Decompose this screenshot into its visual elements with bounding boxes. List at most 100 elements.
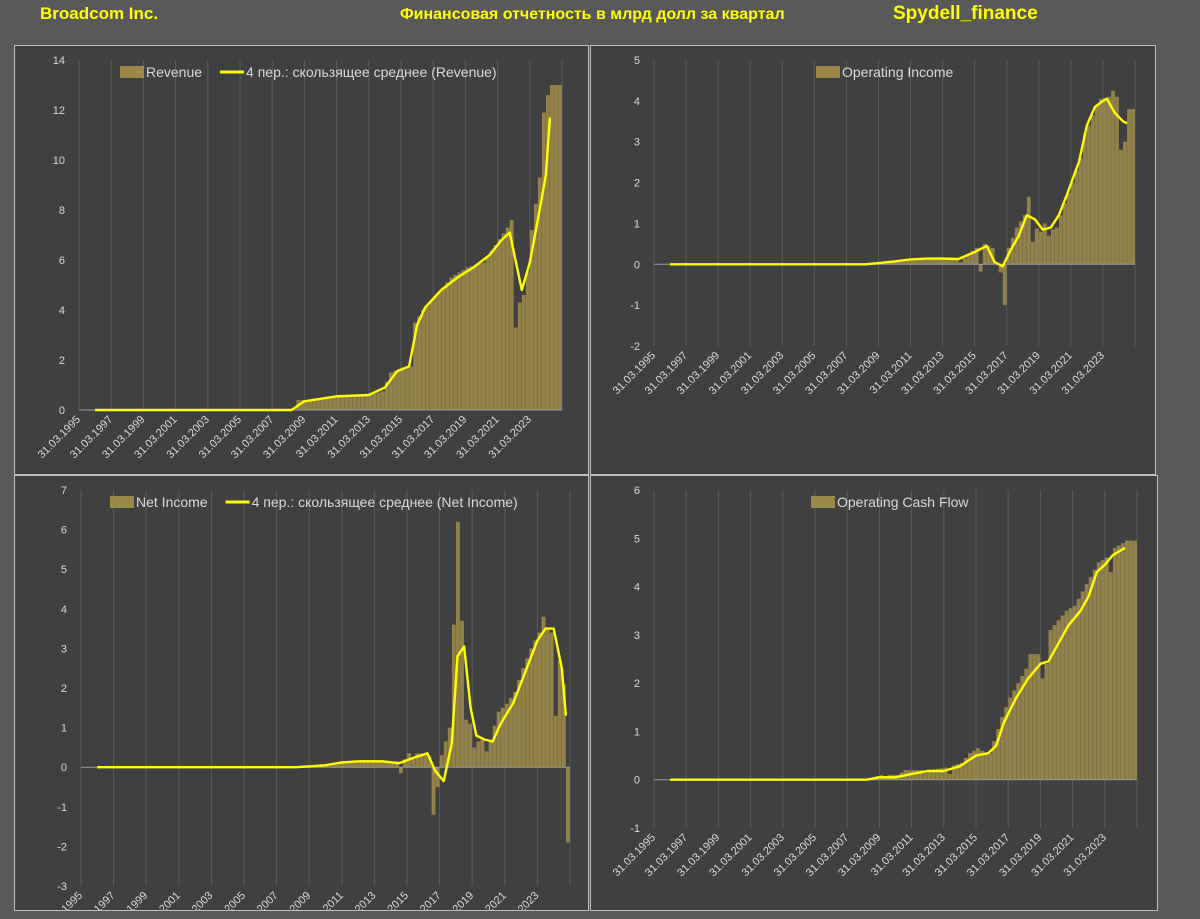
- bar: [488, 739, 493, 768]
- y-tick-label: -1: [57, 802, 67, 814]
- bar: [1115, 96, 1119, 265]
- bar: [403, 759, 407, 768]
- bar: [393, 370, 397, 410]
- bar: [915, 770, 920, 780]
- moving-average-line: [97, 627, 568, 783]
- bar: [517, 680, 521, 768]
- bar: [386, 762, 391, 768]
- bar: [501, 233, 506, 410]
- bar: [364, 395, 369, 410]
- bar: [464, 719, 469, 768]
- bar: [1044, 663, 1049, 780]
- y-tick-label: 6: [634, 485, 640, 497]
- bar: [927, 770, 932, 780]
- y-tick-label: 5: [634, 55, 640, 67]
- bar: [460, 620, 464, 768]
- bar: [1088, 576, 1093, 780]
- bar: [1080, 591, 1085, 780]
- bar: [1052, 625, 1057, 780]
- bar: [445, 282, 450, 410]
- y-tick-label: 4: [59, 305, 65, 317]
- bar: [473, 265, 478, 410]
- bar: [417, 316, 422, 410]
- revenue-svg: 0246810121431.03.199531.03.199731.03.199…: [36, 55, 563, 461]
- bar: [316, 399, 321, 410]
- bar: [1129, 540, 1133, 780]
- bar: [378, 761, 383, 768]
- bar: [435, 767, 440, 787]
- bar: [1123, 141, 1127, 265]
- bar: [898, 260, 903, 265]
- bar: [974, 247, 979, 265]
- bar: [1100, 560, 1105, 780]
- bar: [529, 648, 534, 768]
- net_income-svg: -3-2-10123456731.03.199531.03.199731.03.…: [38, 485, 571, 910]
- bar: [332, 396, 337, 410]
- operating_income-svg: -2-101234531.03.199531.03.199731.03.1999…: [611, 55, 1136, 397]
- bar: [1056, 620, 1061, 780]
- legend-label: Net Income: [136, 494, 208, 510]
- bar: [1034, 228, 1039, 265]
- bar: [468, 723, 473, 768]
- bar: [931, 769, 936, 780]
- bar: [453, 275, 458, 410]
- bar: [1084, 584, 1089, 780]
- bar: [1116, 545, 1121, 780]
- bar: [1095, 104, 1099, 265]
- bar: [461, 270, 466, 410]
- bar: [950, 258, 955, 265]
- bar: [337, 761, 342, 768]
- bar: [443, 741, 448, 768]
- bar: [457, 272, 462, 410]
- legend-label: Operating Income: [842, 64, 953, 80]
- bar: [1104, 557, 1109, 780]
- bar: [970, 251, 975, 265]
- bar: [1022, 215, 1027, 265]
- bar: [984, 753, 988, 780]
- bar: [1058, 215, 1063, 265]
- bar: [354, 761, 358, 768]
- bar: [336, 396, 341, 410]
- bar: [1060, 615, 1065, 780]
- bar: [504, 703, 509, 768]
- bar: [958, 262, 963, 265]
- y-tick-label: 1: [634, 218, 640, 230]
- y-tick-label: 8: [59, 205, 65, 217]
- bar: [477, 263, 482, 410]
- y-tick-label: 2: [59, 355, 65, 367]
- bar: [476, 741, 481, 768]
- bar: [413, 322, 417, 410]
- bar: [546, 95, 550, 410]
- bar: [1072, 605, 1077, 780]
- bar: [456, 521, 460, 768]
- operating-income-chart: -2 -1 0 1 2 3 4 5 31.03.1995 31.03.1997 31.03.1999…: [590, 45, 1156, 475]
- bar: [341, 761, 346, 768]
- bar: [431, 767, 436, 815]
- bar: [497, 239, 502, 410]
- bar: [328, 396, 333, 410]
- bar: [1107, 96, 1111, 265]
- bar: [1002, 264, 1007, 306]
- bar: [1040, 678, 1045, 780]
- bar: [1000, 716, 1005, 780]
- bar: [508, 697, 513, 768]
- bar: [382, 761, 387, 768]
- bar: [992, 741, 997, 780]
- y-tick-label: 4: [61, 604, 67, 616]
- y-tick-label: 6: [59, 255, 65, 267]
- y-tick-label: 14: [53, 55, 65, 67]
- bar: [960, 762, 964, 780]
- bar: [1024, 668, 1029, 780]
- bar: [935, 768, 940, 780]
- bar: [923, 772, 928, 780]
- bar: [1032, 654, 1037, 780]
- bar: [437, 292, 442, 410]
- bar: [423, 753, 428, 768]
- moving-average-line: [670, 546, 1126, 781]
- y-tick-label: 6: [61, 525, 67, 537]
- bar: [389, 372, 393, 410]
- bar: [401, 367, 405, 410]
- bar: [449, 277, 454, 410]
- bar: [374, 761, 379, 768]
- bar: [394, 761, 399, 768]
